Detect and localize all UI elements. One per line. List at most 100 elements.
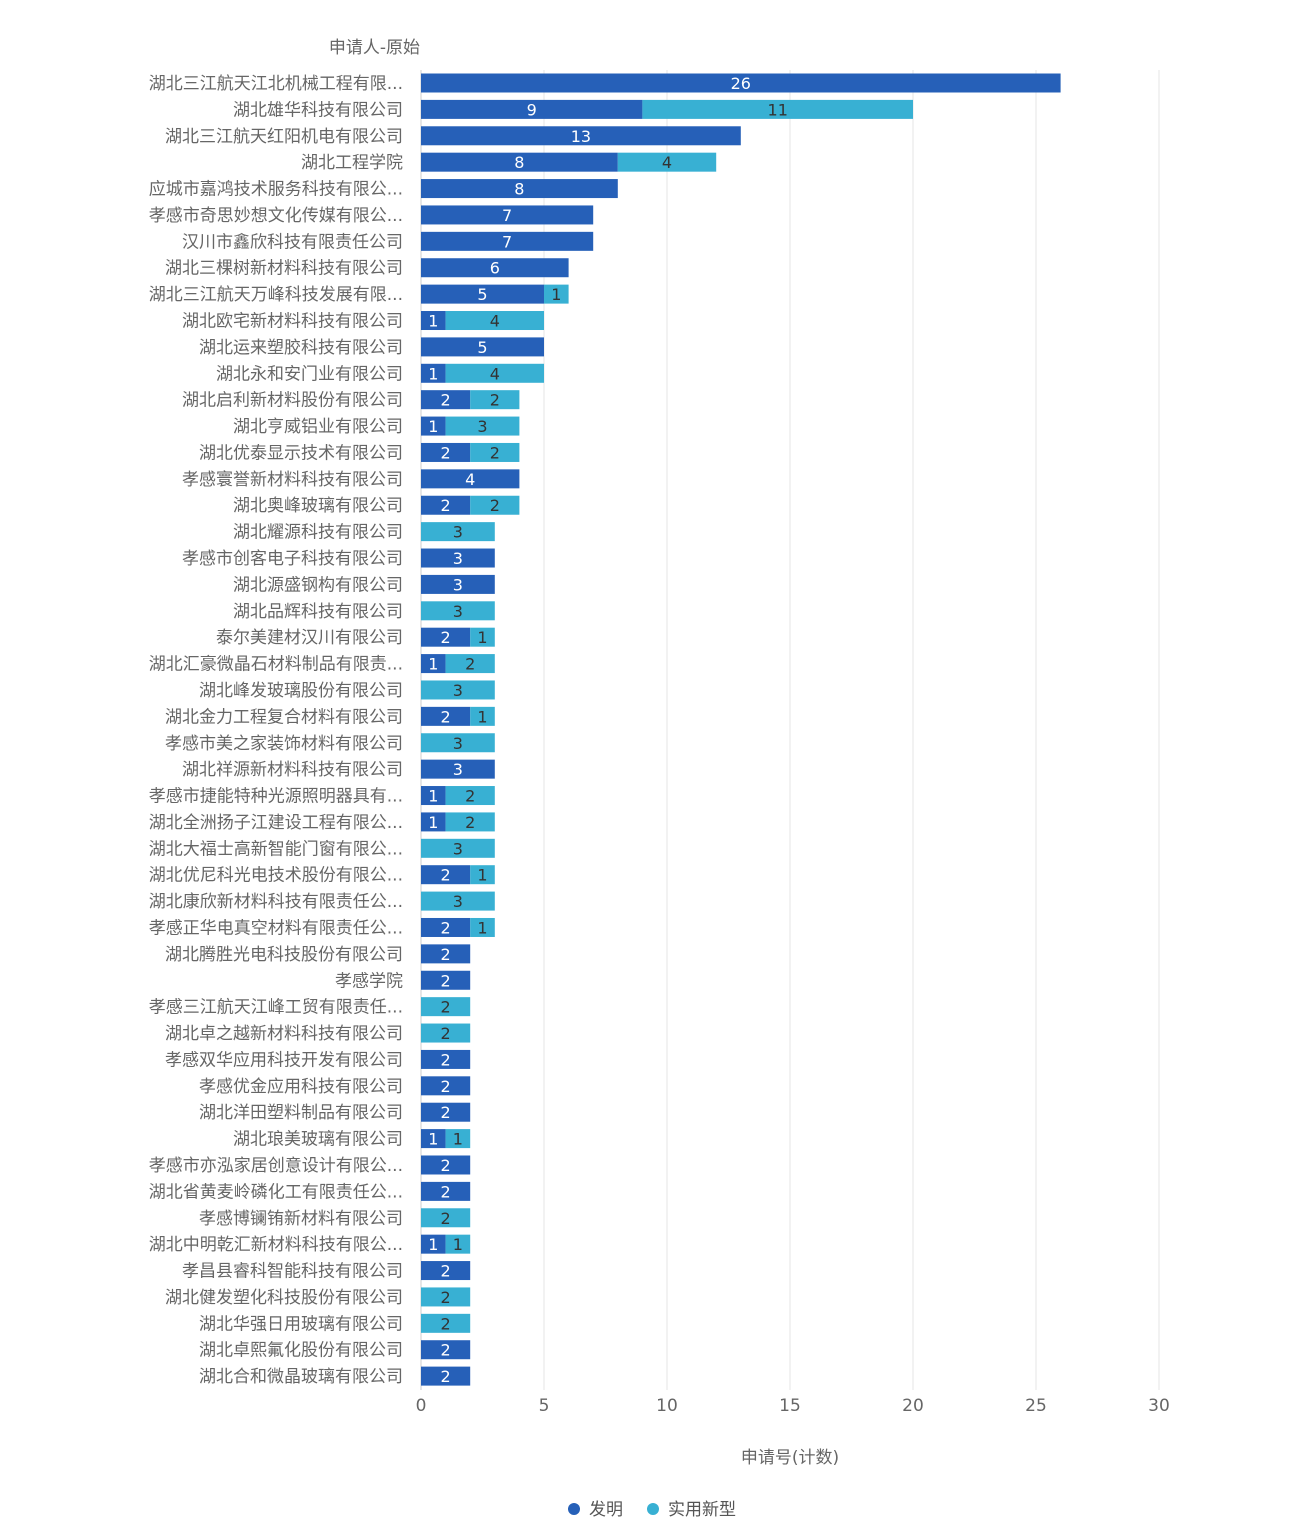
bar-value-label: 2 — [441, 1182, 451, 1201]
bar-value-label: 6 — [490, 259, 500, 278]
x-tick-label: 20 — [902, 1396, 924, 1416]
category-label: 湖北雄华科技有限公司 — [233, 100, 403, 120]
category-label: 湖北卓熙氟化股份有限公司 — [199, 1341, 403, 1361]
bar-value-label: 2 — [465, 655, 475, 674]
bar-value-label: 7 — [502, 232, 512, 251]
category-label: 湖北中明乾汇新材料科技有限公... — [149, 1235, 403, 1255]
category-label: 孝感市美之家装饰材料有限公司 — [165, 734, 403, 754]
bar-value-label: 2 — [441, 1288, 451, 1307]
category-label: 应城市嘉鸿技术服务科技有限公... — [149, 180, 403, 200]
bar-value-label: 2 — [441, 1077, 451, 1096]
category-label: 湖北耀源科技有限公司 — [233, 523, 403, 543]
category-label: 湖北腾胜光电科技股份有限公司 — [165, 945, 403, 965]
bar-value-label: 2 — [441, 998, 451, 1017]
category-label: 汉川市鑫欣科技有限责任公司 — [182, 232, 403, 252]
bar-value-label: 2 — [441, 1314, 451, 1333]
category-label: 孝感双华应用科技开发有限公司 — [165, 1050, 403, 1070]
category-label: 孝昌县睿科智能科技有限公司 — [182, 1262, 403, 1282]
x-tick-label: 5 — [539, 1396, 550, 1416]
x-tick-label: 0 — [416, 1396, 427, 1416]
category-label: 湖北琅美玻璃有限公司 — [233, 1130, 403, 1150]
bar-value-label: 2 — [441, 1367, 451, 1386]
category-label: 湖北三江航天红阳机电有限公司 — [165, 127, 403, 147]
category-label: 湖北洋田塑料制品有限公司 — [199, 1103, 403, 1123]
bar-value-label: 8 — [514, 153, 524, 172]
bar-value-label: 3 — [453, 760, 463, 779]
category-label: 湖北三江航天万峰科技发展有限... — [149, 285, 403, 305]
legend-label: 实用新型 — [668, 1500, 736, 1520]
bar-value-label: 3 — [453, 523, 463, 542]
category-label: 湖北品辉科技有限公司 — [233, 602, 403, 622]
category-label: 孝感学院 — [335, 971, 403, 991]
legend-item-invention[interactable]: 发明 — [568, 1500, 623, 1520]
bar-value-label: 1 — [428, 787, 438, 806]
bar-value-label: 1 — [428, 312, 438, 331]
bar-value-label: 2 — [441, 1103, 451, 1122]
bar-value-label: 1 — [551, 285, 561, 304]
category-label: 孝感正华电真空材料有限责任公... — [149, 918, 403, 938]
legend-marker — [568, 1503, 580, 1515]
bar-value-label: 4 — [465, 470, 475, 489]
category-label: 湖北卓之越新材料科技有限公司 — [165, 1024, 403, 1044]
bar-value-label: 2 — [441, 1050, 451, 1069]
bar-value-label: 2 — [465, 813, 475, 832]
category-label: 湖北工程学院 — [301, 153, 403, 173]
category-labels: 湖北三江航天江北机械工程有限... 湖北雄华科技有限公司湖北三江航天红阳机电有限公… — [149, 74, 403, 1387]
bar-value-label: 1 — [453, 1130, 463, 1149]
bar-value-label: 11 — [768, 100, 788, 119]
bar-value-label: 3 — [453, 839, 463, 858]
bar-value-label: 26 — [731, 74, 751, 93]
bar-value-label: 4 — [662, 153, 672, 172]
category-label: 湖北汇豪微晶石材料制品有限责... — [149, 654, 403, 675]
bar-value-label: 4 — [490, 364, 500, 383]
bar-value-label: 2 — [441, 1341, 451, 1360]
bar-value-label: 2 — [441, 496, 451, 515]
x-axis-title: 申请号(计数) — [741, 1448, 839, 1468]
bar-value-label: 2 — [441, 1209, 451, 1228]
category-label: 湖北峰发玻璃股份有限公司 — [199, 681, 403, 701]
category-label: 湖北运来塑胶科技有限公司 — [199, 338, 403, 358]
bar-value-label: 2 — [490, 443, 500, 462]
bars-group: 2691113848776511451422132242233332112321… — [421, 74, 1061, 1387]
bar-value-label: 2 — [441, 391, 451, 410]
category-label: 湖北三江航天江北机械工程有限... — [149, 74, 403, 94]
bar-value-label: 1 — [477, 866, 487, 885]
category-label: 湖北祥源新材料科技有限公司 — [182, 760, 403, 780]
bar-value-label: 2 — [465, 787, 475, 806]
bar-value-label: 3 — [453, 575, 463, 594]
category-label: 湖北优尼科光电技术股份有限公... — [149, 866, 403, 886]
category-label: 泰尔美建材汉川有限公司 — [216, 628, 403, 648]
category-label: 湖北优泰显示技术有限公司 — [199, 443, 403, 463]
category-label: 孝感市亦泓家居创意设计有限公... — [149, 1156, 403, 1176]
bar-value-label: 4 — [490, 312, 500, 331]
bar-value-label: 2 — [441, 945, 451, 964]
bar-value-label: 1 — [453, 1235, 463, 1254]
bar-value-label: 3 — [477, 417, 487, 436]
bar-value-label: 2 — [441, 971, 451, 990]
bar-value-label: 3 — [453, 549, 463, 568]
bar-value-label: 2 — [490, 391, 500, 410]
bar-value-label: 1 — [428, 655, 438, 674]
x-tick-label: 30 — [1148, 1396, 1170, 1416]
bar-value-label: 3 — [453, 602, 463, 621]
legend[interactable]: 发明 实用新型 — [568, 1500, 736, 1520]
category-label: 湖北省黄麦岭磷化工有限责任公... — [149, 1182, 403, 1202]
category-label: 湖北永和安门业有限公司 — [216, 364, 403, 384]
legend-item-utility[interactable]: 实用新型 — [647, 1500, 736, 1520]
category-label: 湖北健发塑化科技股份有限公司 — [165, 1288, 403, 1308]
bar-value-label: 3 — [453, 681, 463, 700]
category-label: 湖北亨威铝业有限公司 — [233, 417, 403, 437]
bar-value-label: 2 — [441, 918, 451, 937]
category-label: 孝感寰誉新材料科技有限公司 — [182, 469, 403, 490]
bar-value-label: 3 — [453, 734, 463, 753]
bar-value-label: 1 — [428, 364, 438, 383]
bar-value-label: 2 — [441, 707, 451, 726]
bar-value-label: 1 — [428, 417, 438, 436]
x-tick-label: 25 — [1025, 1396, 1047, 1416]
bar-value-label: 2 — [441, 1024, 451, 1043]
category-label: 孝感市奇思妙想文化传媒有限公... — [149, 206, 403, 226]
category-label: 孝感市捷能特种光源照明器具有... — [149, 787, 403, 807]
bar-value-label: 1 — [428, 813, 438, 832]
category-label: 孝感博镧铕新材料有限公司 — [199, 1209, 403, 1229]
category-label: 湖北华强日用玻璃有限公司 — [199, 1314, 403, 1334]
